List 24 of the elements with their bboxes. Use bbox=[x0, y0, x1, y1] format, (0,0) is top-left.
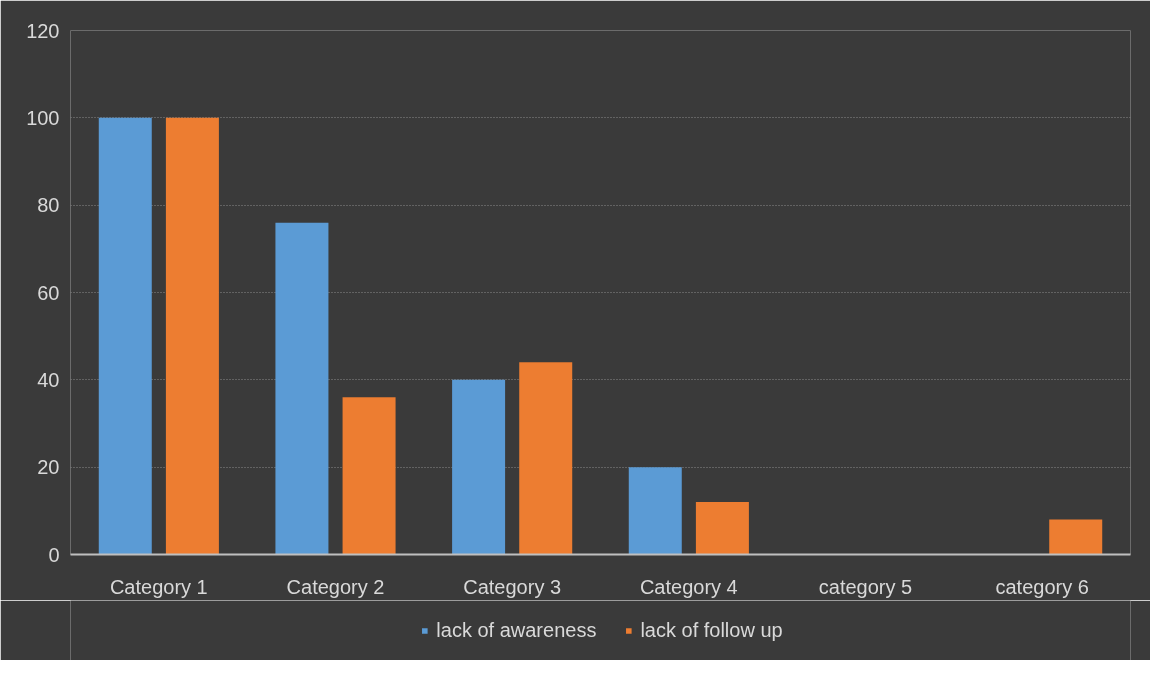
bar bbox=[275, 222, 329, 555]
x-tick-label: Category 1 bbox=[109, 575, 208, 598]
bar bbox=[1049, 519, 1103, 555]
y-tick-label: 40 bbox=[37, 368, 60, 391]
bar bbox=[165, 117, 219, 555]
bar bbox=[452, 379, 506, 555]
x-tick-label: Category 2 bbox=[286, 575, 385, 598]
y-tick-label: 120 bbox=[26, 19, 60, 42]
bar bbox=[628, 467, 682, 555]
bar bbox=[519, 362, 573, 555]
bar bbox=[342, 397, 396, 555]
y-tick-label: 60 bbox=[37, 281, 60, 304]
bar bbox=[695, 502, 749, 555]
x-tick-label: category 5 bbox=[818, 575, 913, 598]
y-tick-label: 20 bbox=[37, 456, 60, 479]
y-tick-label: 100 bbox=[26, 106, 60, 129]
y-tick-label: 80 bbox=[37, 194, 60, 217]
bar bbox=[98, 117, 152, 555]
x-tick-label: category 6 bbox=[995, 575, 1089, 598]
legend-label: lack of awareness bbox=[436, 618, 597, 642]
x-tick-label: Category 3 bbox=[463, 575, 562, 598]
legend-label: lack of follow up bbox=[640, 618, 783, 642]
x-tick-label: Category 4 bbox=[639, 575, 738, 598]
y-tick-label: 0 bbox=[48, 543, 60, 566]
